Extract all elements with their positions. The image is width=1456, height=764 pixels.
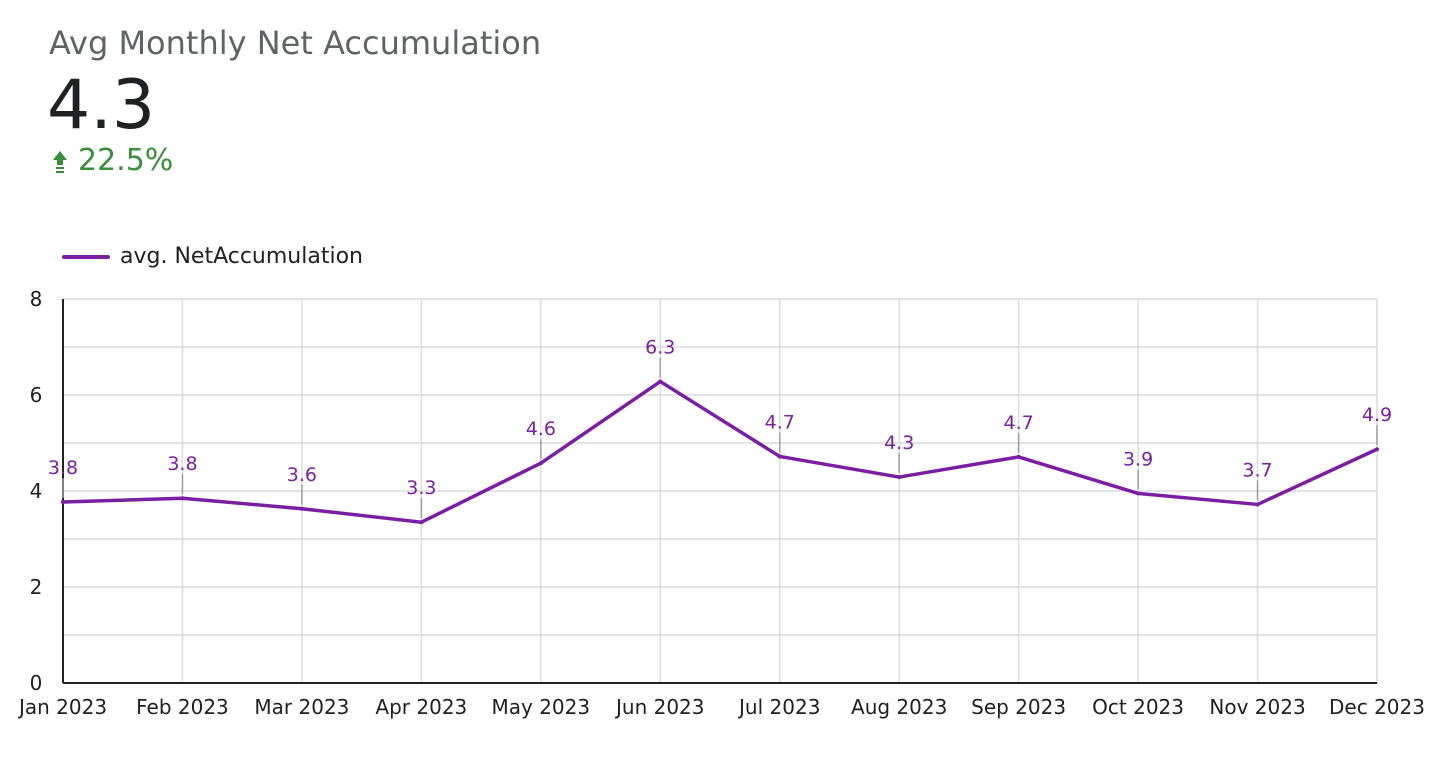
data-label: 4.9 <box>1362 404 1392 426</box>
data-label: 4.3 <box>884 432 914 454</box>
data-point <box>419 520 424 525</box>
x-tick-label: Mar 2023 <box>254 695 349 719</box>
y-tick-label: 8 <box>30 287 43 311</box>
x-tick-label: Nov 2023 <box>1209 695 1305 719</box>
x-tick-label: Oct 2023 <box>1092 695 1184 719</box>
data-label: 6.3 <box>645 337 675 359</box>
data-point <box>1016 454 1021 459</box>
legend-label: avg. NetAccumulation <box>120 244 363 269</box>
data-point <box>658 379 663 384</box>
data-point <box>538 461 543 466</box>
data-label: 4.6 <box>526 418 556 440</box>
x-tick-label: May 2023 <box>492 695 591 719</box>
y-tick-label: 0 <box>30 671 43 695</box>
scorecard-value: 4.3 <box>47 66 156 145</box>
data-point <box>1375 447 1379 452</box>
data-label: 3.9 <box>1123 448 1153 470</box>
legend-swatch <box>62 254 110 259</box>
data-label: 3.8 <box>48 457 78 479</box>
x-tick-label: Apr 2023 <box>375 695 467 719</box>
x-tick-label: Jan 2023 <box>17 695 107 719</box>
x-tick-label: Feb 2023 <box>136 695 229 719</box>
data-point <box>180 496 185 501</box>
scorecard-delta-value: 22.5% <box>78 143 174 178</box>
x-tick-label: Jul 2023 <box>737 695 820 719</box>
data-point <box>897 475 902 480</box>
y-tick-label: 6 <box>30 383 43 407</box>
data-label: 4.7 <box>765 411 795 433</box>
x-tick-label: Sep 2023 <box>971 695 1066 719</box>
data-point <box>1136 491 1141 496</box>
y-tick-label: 4 <box>30 479 43 503</box>
data-label: 4.7 <box>1004 412 1034 434</box>
scorecard-title: Avg Monthly Net Accumulation <box>49 24 542 62</box>
data-point <box>299 506 304 511</box>
scorecard-delta: 22.5% <box>52 143 173 178</box>
x-tick-label: Aug 2023 <box>851 695 947 719</box>
x-tick-label: Jun 2023 <box>614 695 705 719</box>
data-point <box>61 500 65 505</box>
arrow-up-icon <box>53 150 67 173</box>
series-line <box>61 379 1379 524</box>
data-label: 3.8 <box>167 453 197 475</box>
data-label: 3.6 <box>287 464 317 486</box>
data-label: 3.7 <box>1242 459 1272 481</box>
y-tick-label: 2 <box>30 575 43 599</box>
chart-legend[interactable]: avg. NetAccumulation <box>62 244 363 269</box>
x-tick-label: Dec 2023 <box>1329 695 1425 719</box>
data-point <box>777 454 782 459</box>
data-label: 3.3 <box>406 477 436 499</box>
data-point <box>1255 502 1260 507</box>
